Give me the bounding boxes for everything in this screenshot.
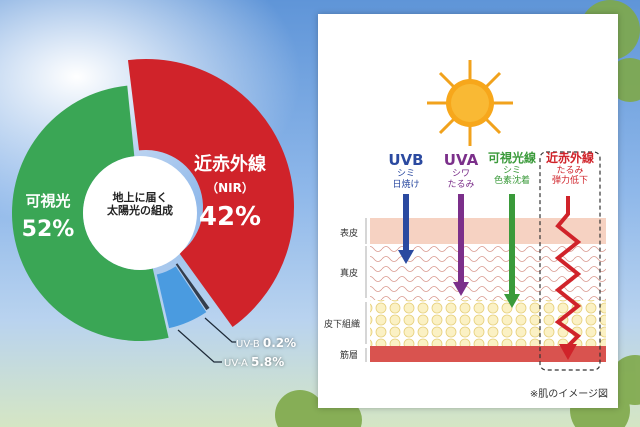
layer-muscle: 筋層 bbox=[340, 351, 359, 361]
leader-lines bbox=[177, 317, 236, 363]
nir-arrow bbox=[554, 196, 582, 360]
slice-3 bbox=[12, 85, 169, 341]
visible-arrow bbox=[504, 194, 520, 308]
slice-label-visible: 可視光 52% bbox=[21, 192, 75, 242]
sun-icon bbox=[427, 60, 513, 146]
composition-donut-chart bbox=[12, 58, 295, 341]
layer-dermis: 真皮 bbox=[340, 269, 359, 279]
uva-arrow bbox=[453, 194, 469, 296]
donut-hole bbox=[83, 156, 197, 270]
uvb-arrow bbox=[398, 194, 414, 264]
skin-diagram-panel: UVB シミ 日焼け UVA シワ たるみ 可視光線 シミ 色素沈着 近赤外線 … bbox=[318, 14, 618, 408]
slice-2 bbox=[156, 266, 207, 329]
layer-subcutis: 皮下組織 bbox=[324, 320, 361, 330]
image-note: ※肌のイメージ図 bbox=[529, 389, 608, 400]
chart-center-title: 地上に届く 太陽光の組成 bbox=[107, 191, 173, 217]
skin-diagram-graphic bbox=[365, 60, 606, 371]
ray-nir: 近赤外線 たるみ 弾力低下 bbox=[545, 151, 594, 187]
nir-highlight-box bbox=[539, 151, 601, 371]
slice-label-nir: 近赤外線 （NIR） 42% bbox=[194, 154, 266, 232]
uvb-label: UV-B 0.2% bbox=[236, 336, 297, 350]
slice-1 bbox=[175, 263, 210, 311]
layer-epidermis: 表皮 bbox=[340, 229, 359, 239]
ray-uvb: UVB シミ 日焼け bbox=[388, 151, 424, 190]
slice-0 bbox=[127, 58, 295, 328]
ray-uva: UVA シワ たるみ bbox=[443, 151, 479, 190]
uva-label: UV-A 5.8% bbox=[224, 355, 285, 369]
ray-visible: 可視光線 シミ 色素沈着 bbox=[487, 151, 536, 187]
